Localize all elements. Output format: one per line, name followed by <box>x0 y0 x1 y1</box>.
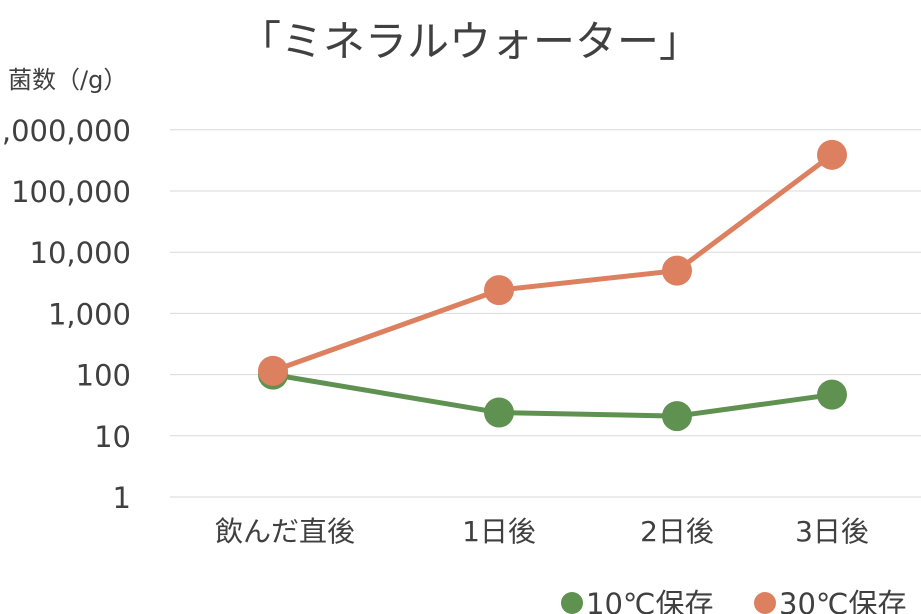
data-point <box>662 255 692 286</box>
legend-marker <box>561 592 583 614</box>
y-tick-label: 1,000 <box>48 297 131 331</box>
y-tick-label: 100 <box>76 359 131 393</box>
y-tick-label: 10,000 <box>30 236 131 270</box>
y-tick-label: 10 <box>94 420 131 454</box>
data-point <box>484 397 514 428</box>
legend-label: 30℃保存 <box>779 587 906 614</box>
data-point <box>662 401 692 432</box>
x-tick-label: 飲んだ直後 <box>215 515 355 548</box>
series-2 <box>258 139 847 386</box>
data-point <box>258 355 288 386</box>
legend-item: 10℃保存 <box>561 587 713 614</box>
x-tick-label: 2日後 <box>640 515 714 548</box>
series-1 <box>258 359 847 432</box>
y-axis-label: 菌数（/g） <box>8 66 127 94</box>
y-tick-label: 100,000 <box>11 175 131 209</box>
data-point <box>817 139 847 170</box>
y-tick-label: 1,000,000 <box>0 114 131 148</box>
data-point <box>817 379 847 410</box>
legend-marker <box>754 592 776 614</box>
chart-title: 「ミネラルウォーター」 <box>239 17 701 66</box>
data-point <box>484 275 514 306</box>
x-tick-label: 3日後 <box>795 515 869 548</box>
y-tick-label: 1 <box>113 481 131 515</box>
series-line <box>272 372 833 419</box>
legend-label: 10℃保存 <box>586 587 713 614</box>
legend-item: 30℃保存 <box>754 587 906 614</box>
series-line <box>272 152 834 374</box>
x-tick-label: 1日後 <box>462 515 536 548</box>
